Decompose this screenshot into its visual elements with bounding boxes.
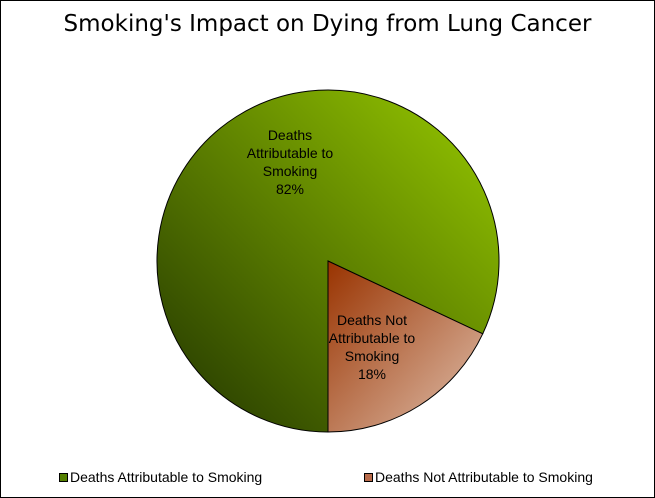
data-label-smoking: Deaths Attributable to Smoking 82% [247, 127, 334, 197]
chart-title: Smoking's Impact on Dying from Lung Canc… [63, 11, 592, 37]
legend: Deaths Attributable to Smoking Deaths No… [1, 469, 654, 493]
legend-item-not-smoking: Deaths Not Attributable to Smoking [364, 469, 593, 485]
data-label-not-smoking: Deaths Not Attributable to Smoking 18% [329, 312, 416, 382]
slice-deaths-attributable-to-smoking [156, 89, 500, 433]
legend-label-smoking: Deaths Attributable to Smoking [70, 469, 263, 485]
legend-swatch-smoking [59, 472, 68, 482]
legend-item-smoking: Deaths Attributable to Smoking [59, 469, 262, 485]
slice-deaths-not-attributable-to-smoking [327, 260, 484, 433]
legend-swatch-not-smoking [364, 472, 373, 482]
legend-label-not-smoking: Deaths Not Attributable to Smoking [375, 469, 593, 485]
